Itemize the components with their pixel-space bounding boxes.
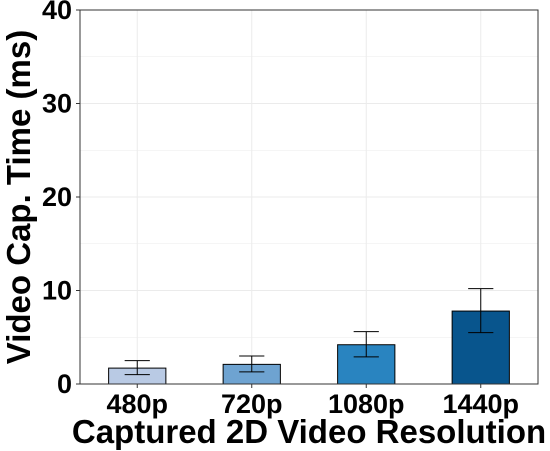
y-tick-label: 40 [42, 0, 72, 25]
error-bars [124, 288, 494, 376]
x-tick-label-480p: 480p [106, 389, 168, 419]
x-axis: 480p 720p 1080p 1440p [106, 384, 519, 419]
y-tick-label: 10 [42, 276, 72, 306]
y-tick-label: 0 [57, 369, 72, 399]
x-tick-label-1440p: 1440p [442, 389, 519, 419]
x-axis-title: Captured 2D Video Resolution [72, 413, 546, 450]
y-axis-title: Video Cap. Time (ms) [0, 30, 37, 364]
y-axis: 0 10 20 30 40 [42, 0, 80, 399]
x-tick-label-1080p: 1080p [328, 389, 405, 419]
y-tick-label: 20 [42, 182, 72, 212]
x-tick-label-720p: 720p [221, 389, 283, 419]
y-tick-label: 30 [42, 89, 72, 119]
